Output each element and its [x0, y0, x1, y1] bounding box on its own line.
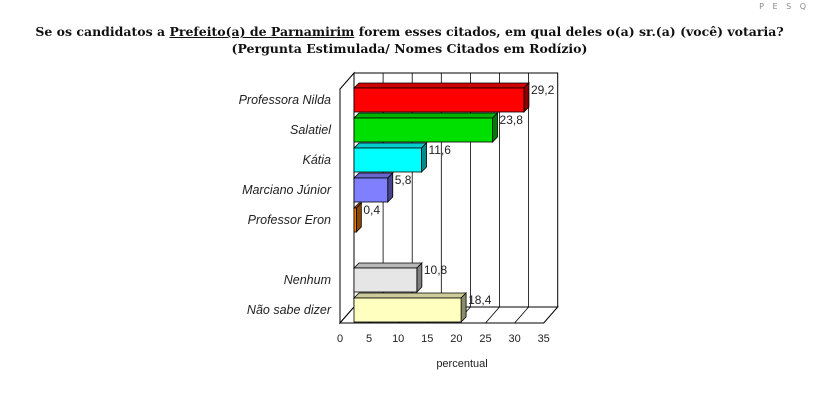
x-tick-label: 35	[538, 333, 550, 345]
data-label: 5,8	[395, 173, 412, 187]
category-label: Salatiel	[290, 123, 332, 137]
bar-end	[523, 82, 530, 113]
x-axis-ticks: 0 5 10 15 20 25 30 35	[337, 333, 550, 345]
data-label: 18,4	[468, 293, 492, 307]
bar-top	[353, 292, 468, 299]
category-labels: Professora Nilda Salatiel Kátia Marciano Jú…	[239, 93, 333, 317]
bar	[353, 267, 418, 293]
data-label: 0,4	[363, 203, 380, 217]
chart-subtitle: (Pergunta Estimulada/ Nomes Citados em R…	[231, 41, 588, 56]
x-axis-label: percentual	[436, 358, 487, 370]
x-tick-label: 5	[366, 333, 372, 345]
x-tick-label: 20	[450, 333, 462, 345]
bar-end	[387, 172, 394, 203]
bar	[353, 207, 357, 233]
category-label: Kátia	[303, 153, 332, 167]
bar-end	[492, 112, 498, 143]
gridline-floor	[485, 306, 500, 324]
bar-top	[353, 112, 499, 119]
data-label: 29,2	[531, 83, 555, 97]
x-tick-label: 0	[337, 333, 343, 345]
bar-end	[421, 142, 427, 173]
x-tick-label: 30	[508, 333, 520, 345]
bar	[353, 117, 493, 143]
bar-top	[353, 172, 394, 179]
x-tick-label: 25	[479, 333, 491, 345]
category-label: Marciano Júnior	[242, 183, 332, 197]
category-label: Nenhum	[284, 273, 331, 287]
corner-logo-text: P E S Q	[759, 2, 809, 11]
title-suffix: forem esses citados, em qual deles o(a) …	[354, 24, 784, 39]
bar-end	[416, 262, 423, 293]
title-underlined: Prefeito(a) de Parnamirim	[169, 24, 355, 39]
chart-side-wall	[339, 71, 355, 325]
data-label: 23,8	[500, 113, 524, 127]
category-label: Professora Nilda	[239, 93, 331, 107]
bar	[353, 87, 525, 113]
bar-top	[353, 82, 530, 89]
bar	[353, 297, 462, 323]
bar-top	[353, 142, 428, 149]
value-labels: 29,2 23,8 11,6 5,8 0,4 10,8 18,4	[363, 83, 554, 307]
bar-end	[460, 292, 467, 323]
x-tick-label: 15	[421, 333, 433, 345]
gridline-floor	[514, 306, 529, 324]
chart-title: Se os candidatos a Prefeito(a) de Parnam…	[0, 24, 819, 39]
category-label: Não sabe dizer	[247, 303, 332, 317]
chart-bars	[353, 82, 530, 323]
title-prefix: Se os candidatos a	[35, 24, 170, 39]
data-label: 10,8	[424, 263, 448, 277]
category-label: Professor Eron	[248, 213, 331, 227]
bar-top	[353, 262, 423, 269]
bar	[353, 177, 389, 203]
data-label: 11,6	[429, 143, 452, 157]
bar-end	[355, 202, 362, 233]
bar	[353, 147, 422, 173]
x-tick-label: 10	[392, 333, 404, 345]
